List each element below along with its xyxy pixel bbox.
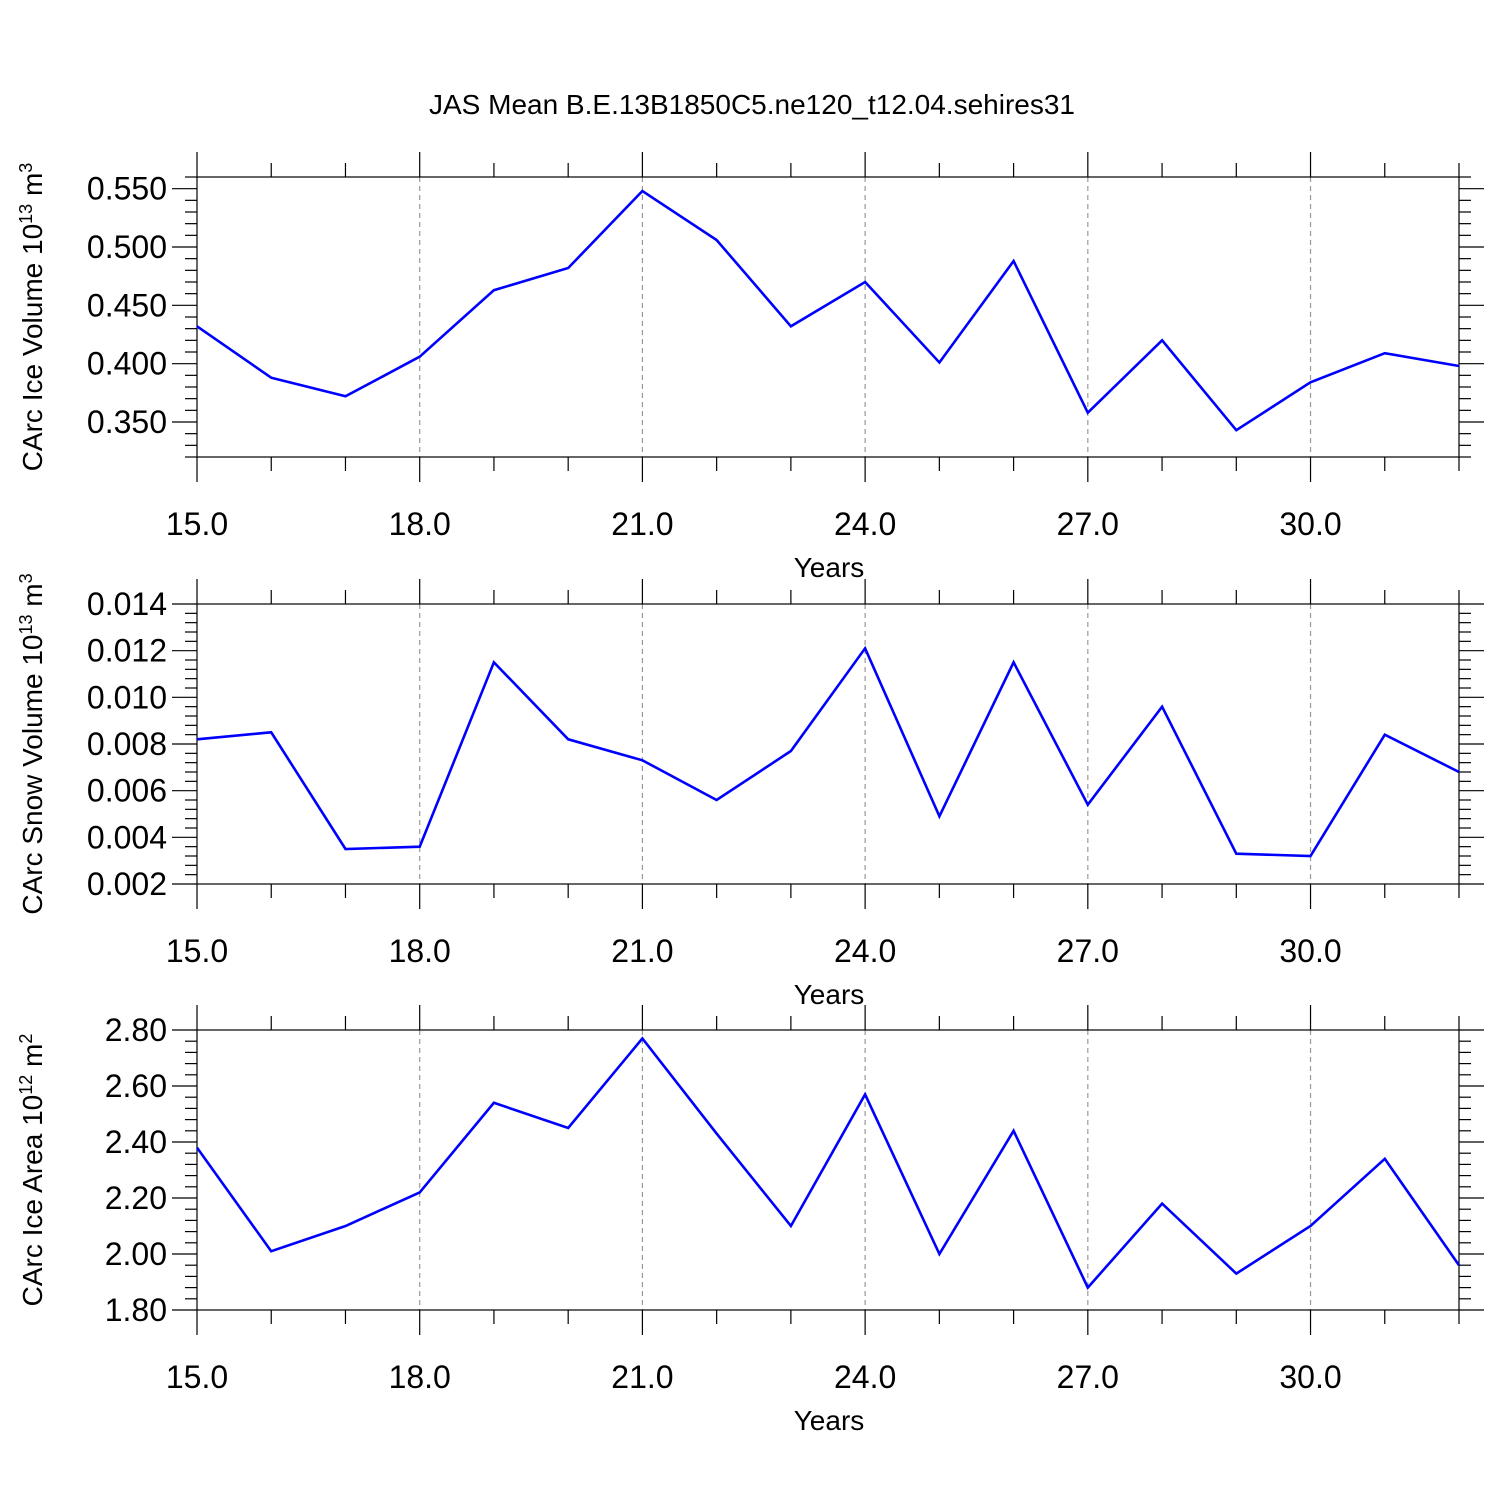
- x-axis-label: Years: [794, 979, 865, 1010]
- y-tick-label: 0.400: [87, 346, 167, 382]
- y-tick-label: 2.40: [105, 1124, 167, 1160]
- y-axis-label-text: CArc Ice Area 10: [17, 1095, 48, 1307]
- y-axis-label: CArc Ice Area 1012 m2: [16, 1034, 48, 1307]
- chart-panel-2: 0.002 0.004 0.006 0.008 0.010 0.012 0.014 15.0 1…: [16, 573, 1484, 1010]
- y-axis-label-superscript: 13: [16, 614, 36, 634]
- x-tick-label: 18.0: [389, 1359, 451, 1395]
- x-tick-label: 18.0: [389, 933, 451, 969]
- y-tick-label: 0.010: [87, 679, 167, 715]
- y-axis-label-superscript: 13: [16, 204, 36, 224]
- x-tick-label: 30.0: [1279, 506, 1341, 542]
- y-tick-label: 0.012: [87, 633, 167, 669]
- x-tick-label: 15.0: [166, 1359, 228, 1395]
- y-axis-label-superscript: 3: [16, 573, 36, 583]
- y-axis-label: CArc Ice Volume 1013 m3: [16, 163, 48, 472]
- y-tick-label: 0.500: [87, 229, 167, 265]
- x-tick-label: 24.0: [834, 506, 896, 542]
- y-tick-label: 2.00: [105, 1236, 167, 1272]
- x-tick-label: 24.0: [834, 1359, 896, 1395]
- x-tick-label: 27.0: [1057, 933, 1119, 969]
- x-tick-label: 15.0: [166, 933, 228, 969]
- y-axis-label-text: CArc Snow Volume 10: [17, 635, 48, 915]
- y-tick-label: 2.20: [105, 1180, 167, 1216]
- plot-frame: [197, 604, 1459, 884]
- x-tick-label: 30.0: [1279, 933, 1341, 969]
- y-axis-label-text: m: [17, 583, 48, 614]
- figure-title: JAS Mean B.E.13B1850C5.ne120_t12.04.sehi…: [429, 89, 1075, 120]
- y-axis-label-superscript: 12: [16, 1075, 36, 1095]
- plot-frame: [197, 177, 1459, 457]
- y-tick-label: 1.80: [105, 1292, 167, 1328]
- x-tick-label: 30.0: [1279, 1359, 1341, 1395]
- x-tick-label: 18.0: [389, 506, 451, 542]
- data-series-line: [197, 648, 1459, 856]
- y-axis-label-superscript: 2: [16, 1034, 36, 1044]
- x-tick-label: 21.0: [611, 1359, 673, 1395]
- y-axis-label: CArc Snow Volume 1013 m3: [16, 573, 48, 914]
- x-tick-label: 24.0: [834, 933, 896, 969]
- y-axis-label-text: CArc Ice Volume 10: [17, 224, 48, 471]
- x-axis-label: Years: [794, 1405, 865, 1436]
- y-axis-label-text: m: [17, 1044, 48, 1075]
- x-tick-label: 27.0: [1057, 1359, 1119, 1395]
- chart-panel-1: 0.350 0.400 0.450 0.500 0.550 15.0 18.0 21.0 24.…: [16, 152, 1484, 583]
- y-tick-label: 0.550: [87, 171, 167, 207]
- y-tick-label: 2.80: [105, 1012, 167, 1048]
- y-tick-label: 0.450: [87, 287, 167, 323]
- y-tick-label: 0.008: [87, 726, 167, 762]
- plot-frame: [197, 1030, 1459, 1310]
- y-tick-label: 0.014: [87, 586, 167, 622]
- x-tick-label: 21.0: [611, 933, 673, 969]
- x-tick-label: 27.0: [1057, 506, 1119, 542]
- y-tick-label: 0.004: [87, 819, 167, 855]
- y-axis-label-superscript: 3: [16, 163, 36, 173]
- y-tick-label: 0.006: [87, 773, 167, 809]
- x-axis-label: Years: [794, 552, 865, 583]
- data-series-line: [197, 1038, 1459, 1287]
- y-tick-label: 0.002: [87, 866, 167, 902]
- data-series-line: [197, 191, 1459, 430]
- x-tick-label: 15.0: [166, 506, 228, 542]
- y-tick-label: 2.60: [105, 1068, 167, 1104]
- y-axis-label-text: m: [17, 173, 48, 204]
- y-tick-label: 0.350: [87, 404, 167, 440]
- chart-panel-3: 1.80 2.00 2.20 2.40 2.60 2.80 15.0 18.0 21.0 24.0…: [16, 1005, 1484, 1436]
- x-tick-label: 21.0: [611, 506, 673, 542]
